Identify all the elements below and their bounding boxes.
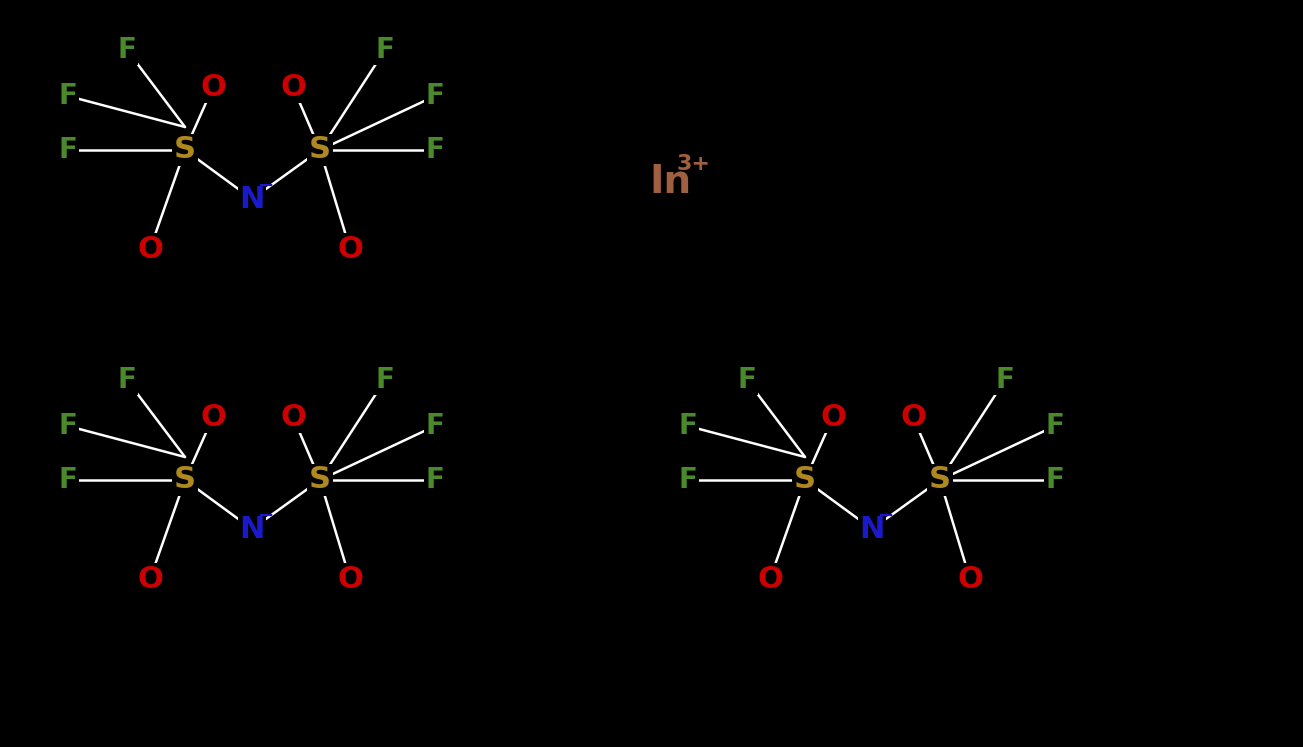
Text: S: S [175, 135, 195, 164]
Text: S: S [176, 465, 194, 495]
Text: F: F [59, 466, 77, 494]
Text: F: F [680, 412, 696, 440]
Text: F: F [997, 366, 1014, 394]
Text: O: O [820, 403, 846, 432]
Text: O: O [958, 565, 982, 594]
Text: F: F [60, 466, 77, 494]
Text: F: F [377, 366, 394, 394]
Text: F: F [426, 82, 443, 110]
Text: F: F [60, 412, 77, 440]
Text: O: O [341, 565, 360, 594]
Text: O: O [141, 565, 159, 594]
Text: N: N [242, 185, 261, 214]
Text: F: F [60, 136, 77, 164]
Text: F: F [426, 136, 444, 164]
Text: O: O [201, 72, 225, 102]
Text: F: F [679, 412, 697, 440]
Text: F: F [59, 136, 77, 164]
Text: F: F [117, 36, 137, 64]
Text: O: O [137, 235, 163, 264]
Text: F: F [679, 466, 697, 494]
Text: O: O [201, 403, 225, 432]
Text: F: F [737, 366, 757, 394]
Text: O: O [137, 565, 163, 594]
Text: S: S [929, 465, 951, 495]
Text: N: N [240, 185, 265, 214]
Text: O: O [203, 72, 223, 102]
Text: O: O [757, 565, 783, 594]
Text: N: N [859, 515, 885, 544]
Text: F: F [117, 366, 137, 394]
Text: O: O [280, 403, 306, 432]
Text: S: S [796, 465, 814, 495]
Text: F: F [119, 366, 136, 394]
Text: F: F [1046, 466, 1063, 494]
Text: O: O [280, 72, 306, 102]
Text: S: S [794, 465, 816, 495]
Text: O: O [284, 72, 302, 102]
Text: N: N [240, 515, 265, 544]
Text: F: F [426, 466, 444, 494]
Text: S: S [309, 135, 331, 164]
Text: O: O [337, 565, 364, 594]
Text: S: S [175, 465, 195, 495]
Text: F: F [1045, 412, 1065, 440]
Text: O: O [203, 403, 223, 432]
Text: F: F [375, 366, 395, 394]
Text: F: F [426, 466, 443, 494]
Text: S: S [311, 465, 330, 495]
Text: F: F [426, 136, 443, 164]
Text: −: − [878, 506, 894, 524]
Text: −: − [258, 506, 274, 524]
Text: O: O [904, 403, 923, 432]
Text: F: F [426, 82, 444, 110]
Text: N: N [863, 515, 881, 544]
Text: F: F [119, 36, 136, 64]
Text: F: F [426, 412, 444, 440]
Text: O: O [141, 235, 159, 264]
Text: F: F [59, 82, 77, 110]
Text: F: F [375, 36, 395, 64]
Text: F: F [377, 36, 394, 64]
Text: F: F [60, 82, 77, 110]
Text: F: F [680, 466, 696, 494]
Text: O: O [960, 565, 979, 594]
Text: S: S [176, 135, 194, 164]
Text: O: O [761, 565, 779, 594]
Text: F: F [426, 412, 443, 440]
Text: O: O [337, 235, 364, 264]
Text: O: O [284, 403, 302, 432]
Text: O: O [823, 403, 842, 432]
Text: O: O [900, 403, 926, 432]
Text: In: In [649, 163, 691, 201]
Text: S: S [930, 465, 949, 495]
Text: O: O [341, 235, 360, 264]
Text: S: S [309, 465, 331, 495]
Text: F: F [1045, 466, 1065, 494]
Text: 3+: 3+ [678, 154, 711, 174]
Text: N: N [242, 515, 261, 544]
Text: F: F [995, 366, 1015, 394]
Text: F: F [739, 366, 756, 394]
Text: F: F [1046, 412, 1063, 440]
Text: F: F [59, 412, 77, 440]
Text: S: S [311, 135, 330, 164]
Text: −: − [258, 176, 274, 194]
